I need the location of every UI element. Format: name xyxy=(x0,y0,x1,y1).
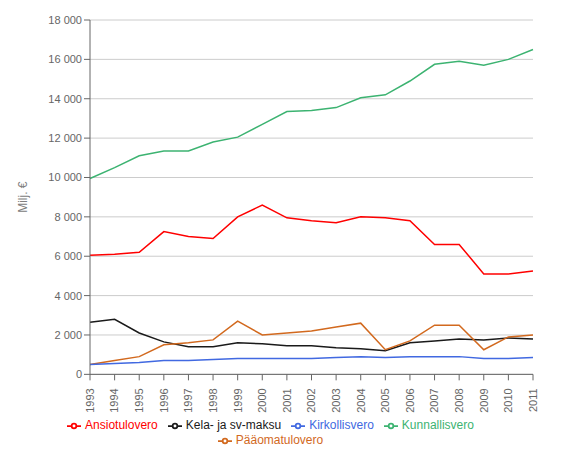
html-text:Kunnallisvero: Kunnallisvero xyxy=(401,418,474,433)
svg-text:1994: 1994 xyxy=(108,388,120,412)
svg-text:2011: 2011 xyxy=(527,388,539,412)
svg-text:2001: 2001 xyxy=(281,388,293,412)
svg-text:1997: 1997 xyxy=(182,388,194,412)
svg-text:2005: 2005 xyxy=(379,388,391,412)
svg-text:10 000: 10 000 xyxy=(48,171,82,183)
svg-text:2002: 2002 xyxy=(305,388,317,412)
svg-text:2008: 2008 xyxy=(453,388,465,412)
svg-text:12 000: 12 000 xyxy=(48,132,82,144)
svg-text:2 000: 2 000 xyxy=(54,329,82,341)
html-text:Pääomatulovero: Pääomatulovero xyxy=(235,433,324,448)
svg-text:6 000: 6 000 xyxy=(54,250,82,262)
svg-text:2006: 2006 xyxy=(404,388,416,412)
svg-text:2004: 2004 xyxy=(355,388,367,412)
svg-text:16 000: 16 000 xyxy=(48,53,82,65)
svg-text:Milj. €: Milj. € xyxy=(16,181,30,213)
svg-text:18 000: 18 000 xyxy=(48,14,82,26)
svg-text:1998: 1998 xyxy=(207,388,219,412)
html-text:Ansiotulovero: Ansiotulovero xyxy=(85,418,158,433)
svg-text:4 000: 4 000 xyxy=(54,290,82,302)
svg-text:2007: 2007 xyxy=(428,388,440,412)
svg-text:1995: 1995 xyxy=(133,388,145,412)
svg-text:1996: 1996 xyxy=(158,388,170,412)
html-text:Kirkollisvero: Kirkollisvero xyxy=(309,418,374,433)
html-text:Kela- ja sv-maksu: Kela- ja sv-maksu xyxy=(185,418,282,433)
svg-text:8 000: 8 000 xyxy=(54,211,82,223)
svg-text:2010: 2010 xyxy=(502,388,514,412)
svg-text:1999: 1999 xyxy=(232,388,244,412)
svg-text:1993: 1993 xyxy=(84,388,96,412)
svg-text:2009: 2009 xyxy=(478,388,490,412)
svg-text:2000: 2000 xyxy=(256,388,268,412)
svg-text:14 000: 14 000 xyxy=(48,93,82,105)
svg-text:0: 0 xyxy=(76,368,82,380)
svg-text:2003: 2003 xyxy=(330,388,342,412)
